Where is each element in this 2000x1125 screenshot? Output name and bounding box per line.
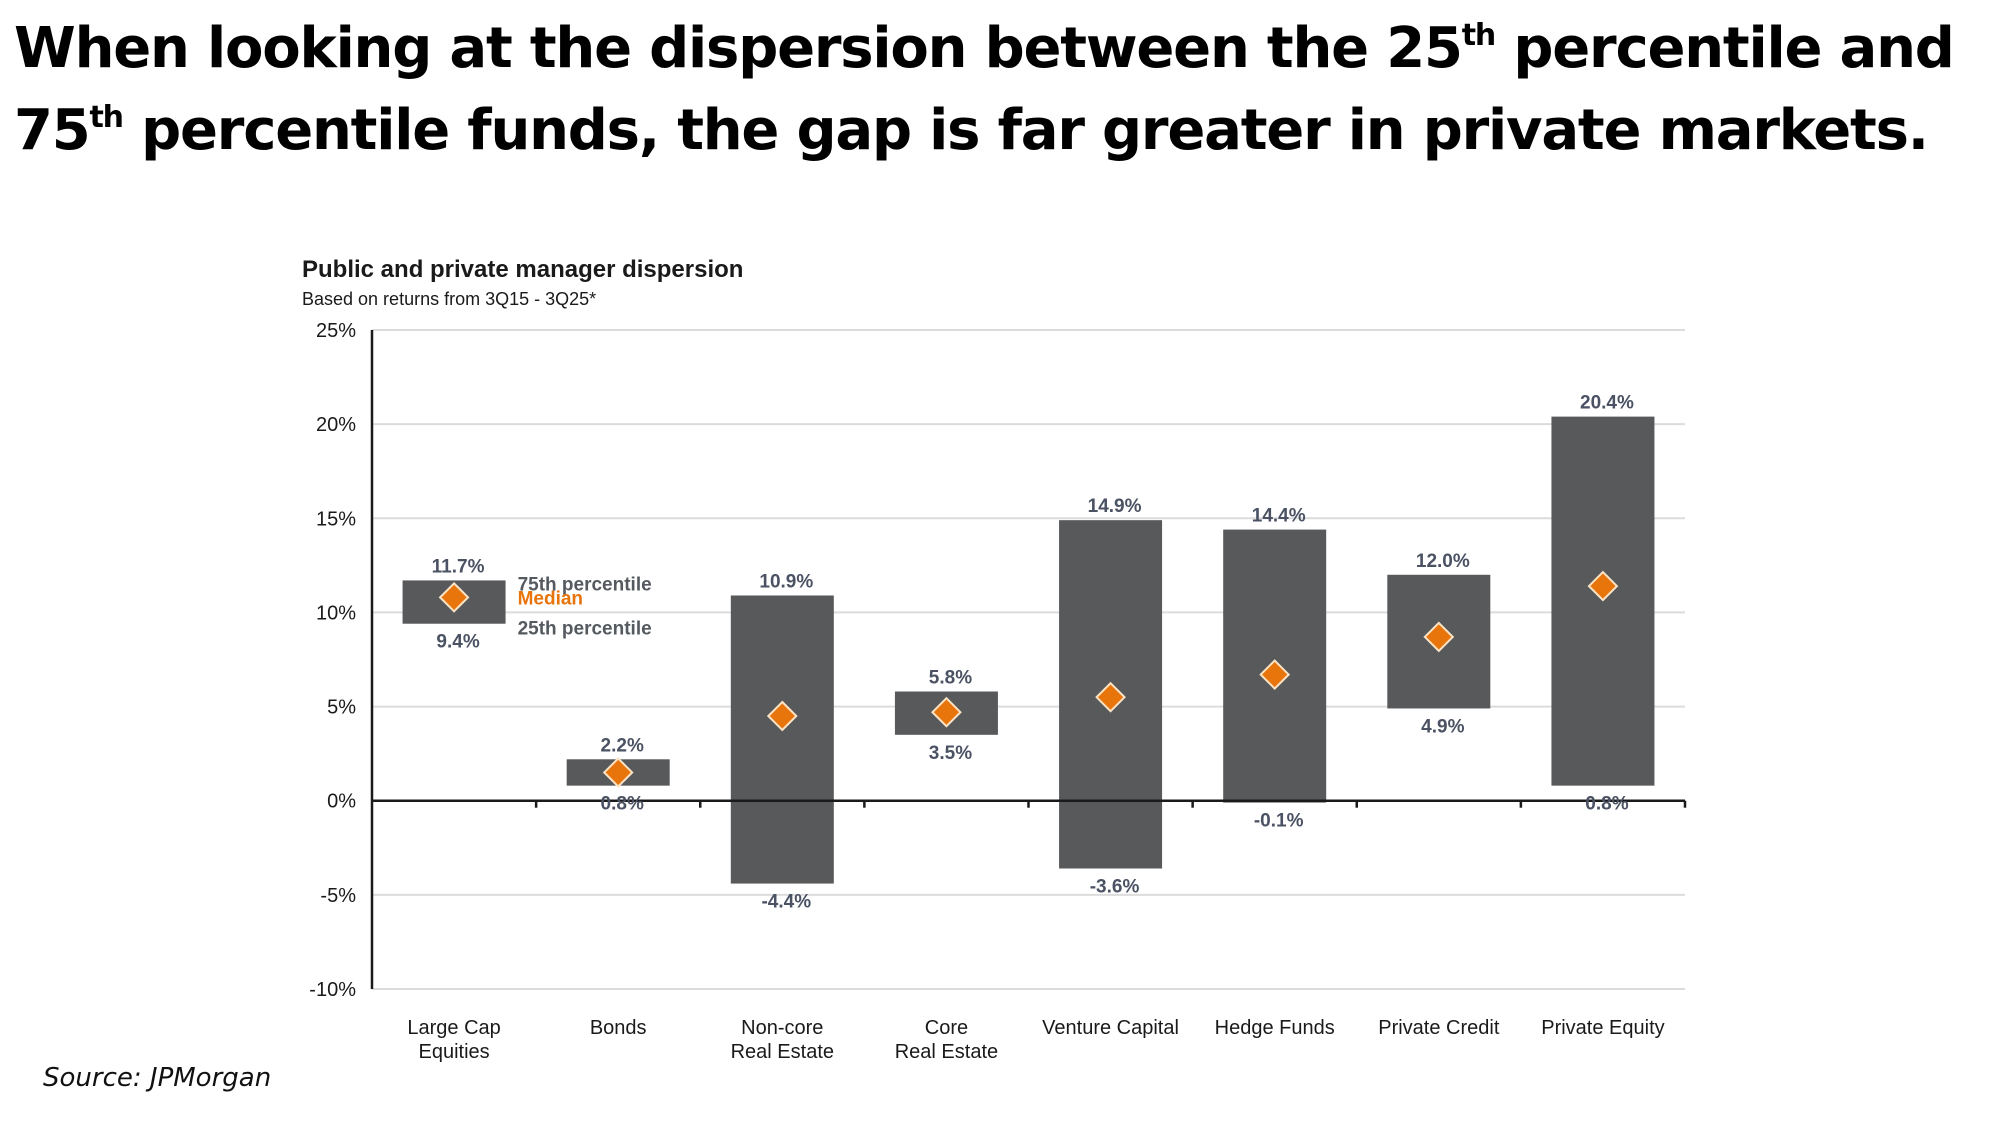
y-tick-label: -10% (309, 979, 356, 1001)
x-category-label: Non-core (741, 1017, 823, 1039)
median-marker (1259, 659, 1291, 690)
percentile-75-label: 20.4% (1580, 393, 1634, 414)
bars (402, 416, 1655, 884)
median-marker (438, 581, 470, 613)
percentile-75-label: 10.9% (759, 571, 813, 592)
x-category-label: Real Estate (895, 1041, 998, 1063)
percentile-25-label: -0.1% (1254, 811, 1304, 832)
median-marker (766, 700, 798, 732)
percentile-75-label: 11.7% (432, 556, 485, 577)
x-category-label: Large Cap (407, 1017, 500, 1039)
y-tick-label: 0% (327, 791, 356, 813)
headline-line-1: When looking at the dispersion between t… (14, 16, 1955, 81)
median-marker (1095, 681, 1126, 713)
range-bar (730, 595, 834, 884)
x-category-label: Private Credit (1378, 1017, 1500, 1039)
x-category-label: Venture Capital (1042, 1017, 1179, 1039)
percentile-25-label: 9.4% (436, 632, 479, 653)
headline: When looking at the dispersion between t… (14, 8, 1994, 172)
y-tick-label: 15% (316, 508, 356, 530)
legend-75th-percentile: 75th percentile (518, 574, 652, 595)
median-marker (1587, 570, 1619, 602)
percentile-25-label: -3.6% (1090, 876, 1140, 897)
y-tick-label: 20% (316, 414, 356, 436)
median-marker (602, 757, 634, 788)
percentile-25-label: 4.9% (1421, 716, 1464, 737)
y-tick-label: 25% (316, 320, 356, 342)
percentile-25-label: 0.8% (1585, 794, 1628, 815)
chart-subtitle: Based on returns from 3Q15 - 3Q25* (302, 289, 597, 309)
chart-title: Public and private manager dispersion (302, 256, 744, 283)
median-marker (1423, 621, 1455, 653)
percentile-75-label: 12.0% (1416, 551, 1470, 572)
source-note: Source: JPMorgan (43, 1063, 272, 1093)
percentile-75-label: 5.8% (929, 668, 972, 689)
y-tick-label: 5% (327, 697, 356, 719)
y-tick-label: 10% (316, 602, 356, 624)
y-tick-label: -5% (320, 885, 356, 907)
axes (370, 330, 1687, 989)
headline-line-2: 75th percentile funds, the gap is far gr… (14, 98, 1929, 163)
percentile-25-label: 0.8% (601, 794, 644, 815)
x-category-label: Real Estate (731, 1041, 834, 1063)
percentile-25-label: 3.5% (929, 743, 972, 764)
percentile-25-label: -4.4% (761, 892, 811, 913)
legend-median: Median (518, 588, 583, 609)
x-category-label: Bonds (590, 1017, 647, 1039)
legend-25th-percentile: 25th percentile (518, 619, 652, 640)
x-category-label: Hedge Funds (1215, 1017, 1335, 1039)
percentile-75-label: 14.9% (1088, 496, 1142, 517)
labels: -10% -5% 0% 5% 10% 15% 20% 25% 11.7% 9.4% Large Ca… (309, 320, 1664, 1063)
x-category-label: Core (925, 1017, 968, 1039)
median-marker (931, 696, 962, 728)
percentile-75-label: 2.2% (601, 735, 644, 756)
x-category-label: Private Equity (1541, 1017, 1664, 1039)
x-category-label: Equities (418, 1041, 489, 1063)
percentile-75-label: 14.4% (1252, 506, 1306, 527)
